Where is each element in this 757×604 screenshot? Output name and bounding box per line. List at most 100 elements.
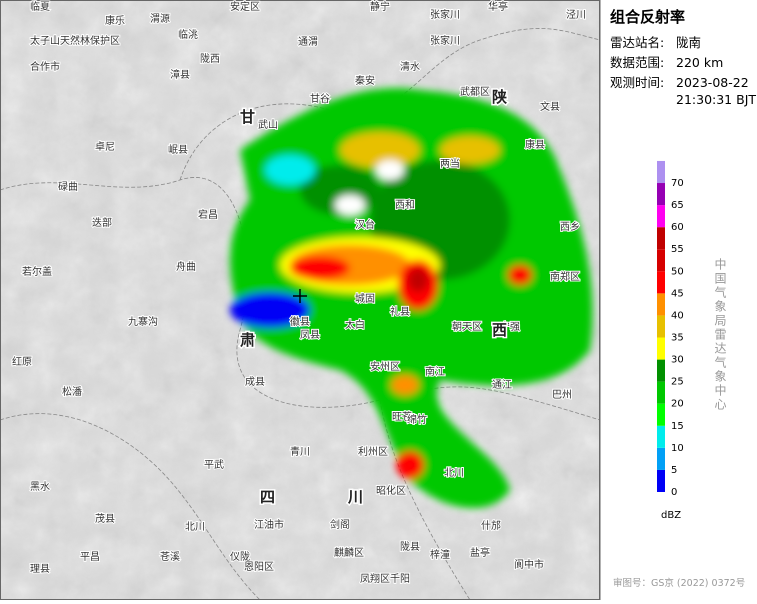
place-label: 太子山天然林保护区 (30, 34, 120, 47)
place-label: 西乡 (560, 221, 580, 233)
place-label: 康乐 (105, 14, 125, 27)
radar-echo (230, 88, 593, 509)
province-label: 川 (347, 488, 363, 506)
place-label: 苍溪 (160, 550, 180, 563)
legend-tick-label: 60 (671, 222, 684, 233)
place-label: 泾川 (566, 8, 586, 21)
footer: 审图号：GS京 (2022) 0372号 (613, 577, 745, 589)
legend-swatch (657, 205, 665, 228)
legend-swatch (657, 425, 665, 448)
place-label: 陇西 (200, 52, 220, 65)
place-label: 恩阳区 (244, 561, 274, 573)
place-label: 阆中市 (514, 558, 544, 571)
place-label: 通江 (492, 379, 512, 391)
place-label: 昭化区 (376, 484, 406, 497)
legend-swatch (657, 315, 665, 338)
province-label: 西 (492, 321, 507, 339)
province-label: 四 (260, 488, 275, 506)
place-label: 什邡 (481, 519, 501, 532)
place-label: 九寨沟 (128, 315, 158, 328)
place-label: 凤县 (300, 329, 320, 341)
legend-tick-label: 50 (671, 266, 684, 277)
place-label: 汉台 (355, 218, 375, 231)
place-label: 北川 (185, 521, 205, 533)
place-label: 朝天区 (452, 321, 482, 333)
legend-swatch (657, 160, 665, 184)
place-label: 红原 (12, 355, 32, 368)
legend-tick-label: 25 (671, 377, 684, 388)
place-label: 清水 (400, 60, 420, 73)
legend-swatch (657, 337, 665, 360)
place-label: 舟曲 (176, 260, 196, 273)
place-label: 南郑区 (550, 270, 580, 283)
place-label: 剑阁 (330, 518, 350, 531)
legend-swatch (657, 403, 665, 426)
row-value: 2023-08-22 (676, 75, 749, 90)
place-label: 陇县 (400, 540, 420, 553)
legend-tick-label: 70 (671, 178, 684, 189)
place-label: 平武 (204, 458, 224, 471)
place-label: 黑水 (30, 481, 50, 493)
place-label: 通渭 (298, 36, 318, 48)
place-label: 绵竹 (407, 413, 427, 426)
place-label: 张家川 (430, 34, 460, 47)
place-label: 徽县 (290, 315, 310, 328)
place-label: 理县 (30, 563, 50, 575)
place-label: 北川 (444, 467, 464, 479)
place-label: 成县 (245, 376, 265, 388)
place-label: 迭部 (92, 216, 112, 229)
place-label: 城固 (355, 293, 375, 305)
place-label: 青川 (290, 445, 310, 458)
radar-site (293, 289, 307, 303)
legend-tick-label: 5 (671, 465, 677, 476)
place-label: 松潘 (62, 385, 82, 398)
legend-swatch (657, 359, 665, 382)
obs-time: 21:30:31 BJT (676, 92, 756, 107)
place-label: 安州区 (370, 360, 400, 373)
legend-tick-label: 40 (671, 310, 684, 321)
place-label: 卓尼 (95, 141, 115, 153)
place-label: 渭源 (150, 12, 170, 25)
province-label: 陕 (492, 88, 507, 106)
place-label: 张家川 (430, 8, 460, 21)
place-label: 合作市 (30, 60, 60, 73)
place-label: 礼县 (390, 305, 410, 318)
place-label: 巴州 (552, 389, 572, 401)
legend-tick-label: 55 (671, 244, 684, 255)
place-label: 临洮 (178, 28, 198, 41)
legend-tick-label: 30 (671, 355, 684, 366)
place-label: 漳县 (170, 68, 190, 81)
legend-swatch (657, 469, 665, 492)
legend-tick-label: 10 (671, 443, 684, 454)
place-label: 华亭 (488, 0, 508, 13)
legend-swatch (657, 293, 665, 316)
panel-title: 组合反射率 (610, 8, 685, 26)
place-label: 碌曲 (58, 181, 78, 193)
row-label: 观测时间: (610, 75, 664, 90)
legend-swatch (657, 381, 665, 404)
legend-unit: dBZ (661, 510, 681, 521)
place-label: 秦安 (355, 74, 375, 87)
place-label: 茂县 (95, 512, 115, 525)
place-label: 安定区 (230, 0, 260, 13)
legend-tick-label: 65 (671, 200, 684, 211)
legend-swatch (657, 249, 665, 272)
legend-tick-label: 0 (671, 487, 677, 498)
place-label: 梓潼 (430, 548, 450, 561)
place-label: 平昌 (80, 551, 100, 563)
legend-tick-label: 20 (671, 399, 684, 410)
province-label: 甘 (240, 108, 255, 126)
place-label: 岷县 (168, 144, 188, 156)
place-label: 千阳 (390, 573, 410, 585)
province-label: 肃 (240, 331, 255, 349)
legend-swatch (657, 447, 665, 470)
legend-swatch (657, 227, 665, 250)
legend-swatch (657, 183, 665, 206)
legend-swatch (657, 271, 665, 294)
place-label: 利州区 (358, 446, 388, 458)
side-panel (600, 0, 757, 600)
place-label: 太白 (345, 318, 365, 331)
place-label: 南江 (425, 365, 445, 378)
